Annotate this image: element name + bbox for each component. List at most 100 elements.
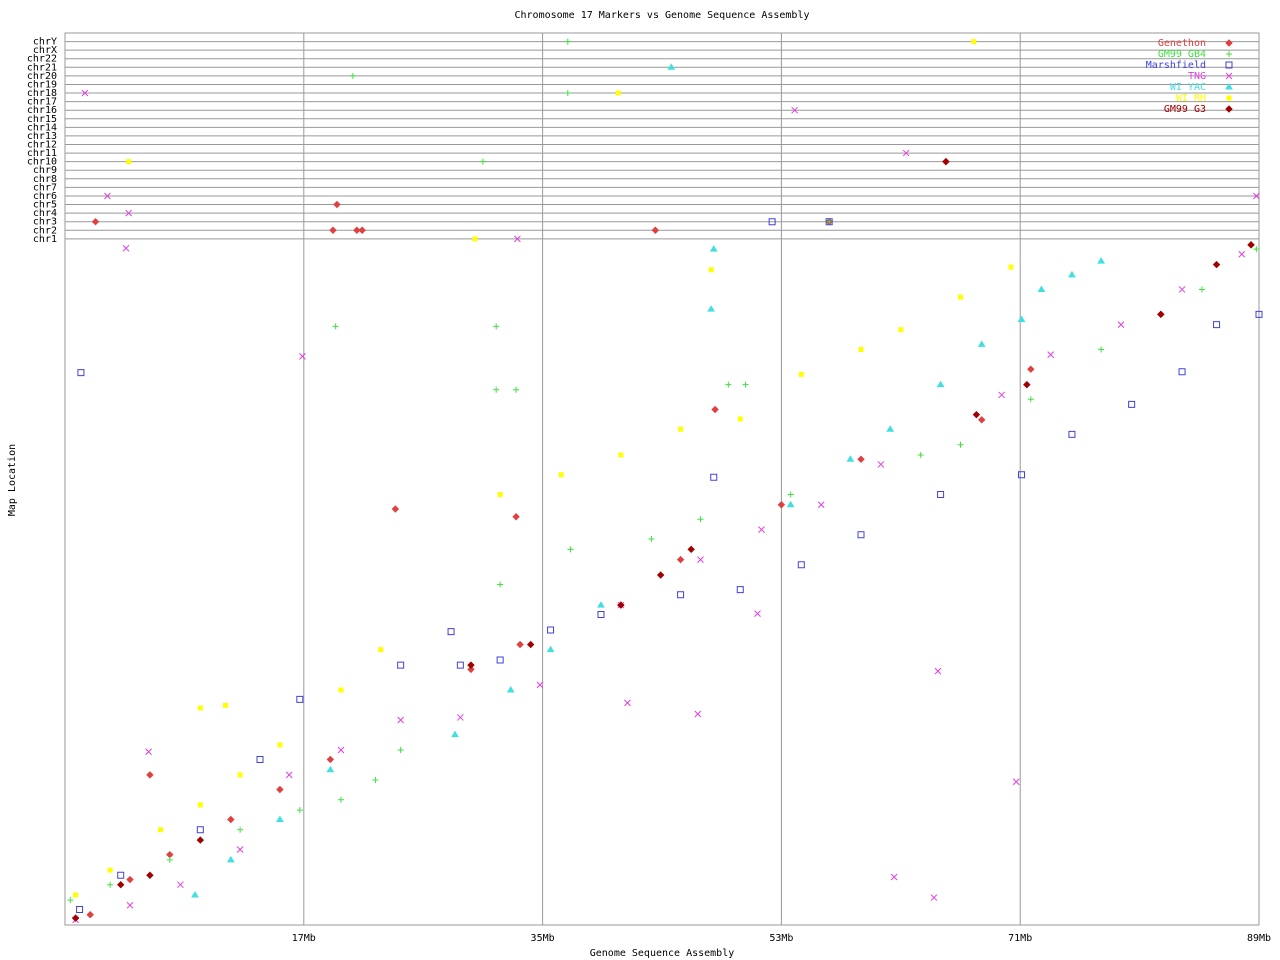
data-point: [710, 473, 718, 481]
data-point: [930, 894, 938, 901]
data-point: [158, 827, 164, 833]
y-tick-label: chr6: [33, 191, 57, 202]
data-point: [742, 381, 749, 388]
data-point: [768, 218, 776, 226]
data-point: [736, 586, 744, 594]
data-point: [447, 628, 455, 636]
data-point: [256, 755, 264, 763]
legend-label: WI RH: [1176, 93, 1206, 104]
data-point: [1068, 270, 1076, 278]
y-tick-label: chr13: [27, 131, 57, 142]
y-tick-label: chrX: [33, 45, 57, 56]
data-point: [514, 235, 521, 243]
data-point: [937, 490, 945, 498]
data-point: [1157, 310, 1165, 319]
data-point: [146, 871, 154, 879]
data-point: [76, 906, 84, 914]
data-point: [1128, 400, 1136, 408]
data-point: [372, 777, 379, 784]
data-point: [237, 772, 243, 778]
legend-label: TNG: [1188, 71, 1206, 82]
data-point: [497, 491, 503, 497]
y-tick-label: chr16: [27, 105, 57, 116]
data-point: [957, 441, 964, 448]
data-point: [558, 472, 564, 478]
data-point: [725, 381, 732, 388]
data-point: [972, 410, 981, 419]
data-point: [299, 352, 306, 360]
data-point: [1212, 260, 1221, 269]
data-point: [687, 545, 695, 554]
data-point: [978, 416, 986, 424]
legend-marker: [1225, 83, 1233, 90]
data-point: [1047, 351, 1055, 358]
data-point: [397, 747, 404, 754]
y-tick-label: chr18: [27, 88, 57, 99]
data-point: [513, 386, 520, 393]
data-point: [708, 267, 714, 273]
data-point: [397, 716, 405, 724]
x-tick-label: 35Mb: [531, 933, 555, 944]
data-point: [1027, 396, 1034, 403]
data-point: [825, 218, 833, 226]
legend-marker: [1226, 95, 1232, 101]
data-point: [512, 513, 520, 521]
data-point: [146, 771, 154, 779]
data-point: [277, 742, 283, 748]
data-point: [296, 695, 304, 703]
x-tick-label: 89Mb: [1247, 933, 1271, 944]
data-point: [1068, 430, 1076, 438]
data-point: [451, 730, 459, 738]
data-point: [1017, 315, 1026, 322]
legend-marker: [1226, 51, 1232, 57]
y-tick-label: chr11: [27, 148, 57, 159]
data-point: [676, 555, 685, 564]
data-point: [493, 386, 500, 393]
data-point: [329, 226, 337, 234]
data-point: [917, 451, 924, 458]
data-point: [1098, 346, 1105, 353]
data-point: [1097, 257, 1106, 264]
data-point: [276, 815, 284, 823]
y-tick-label: chr4: [33, 208, 57, 219]
data-point: [117, 880, 125, 889]
data-point: [236, 846, 244, 853]
data-point: [276, 785, 284, 794]
data-point: [977, 340, 986, 347]
data-point: [1213, 321, 1221, 329]
data-point: [737, 416, 743, 422]
data-point: [516, 640, 524, 649]
data-point: [958, 294, 963, 300]
data-point: [1023, 380, 1031, 389]
data-point: [456, 661, 464, 669]
legend-marker: [1225, 105, 1233, 113]
data-point: [73, 892, 79, 898]
data-point: [817, 501, 825, 509]
data-point: [546, 645, 555, 653]
y-axis-label: Map Location: [7, 444, 18, 516]
data-point: [456, 714, 464, 721]
data-point: [886, 425, 895, 432]
data-point: [497, 581, 504, 588]
data-point: [1252, 192, 1260, 200]
x-tick-label: 53Mb: [769, 933, 793, 944]
data-point: [564, 90, 571, 97]
data-point: [71, 914, 80, 922]
data-point: [86, 911, 94, 919]
data-point: [798, 371, 804, 377]
data-point: [942, 157, 950, 166]
data-point: [758, 526, 765, 533]
data-point: [877, 461, 885, 468]
data-point: [397, 661, 405, 669]
data-point: [125, 209, 133, 217]
data-point: [126, 875, 134, 884]
data-point: [857, 455, 865, 463]
data-point: [857, 531, 865, 539]
data-point: [648, 536, 655, 543]
data-point: [81, 89, 89, 97]
data-point: [67, 897, 74, 904]
data-point: [391, 505, 400, 513]
data-point: [1027, 365, 1035, 373]
data-point: [197, 705, 203, 711]
